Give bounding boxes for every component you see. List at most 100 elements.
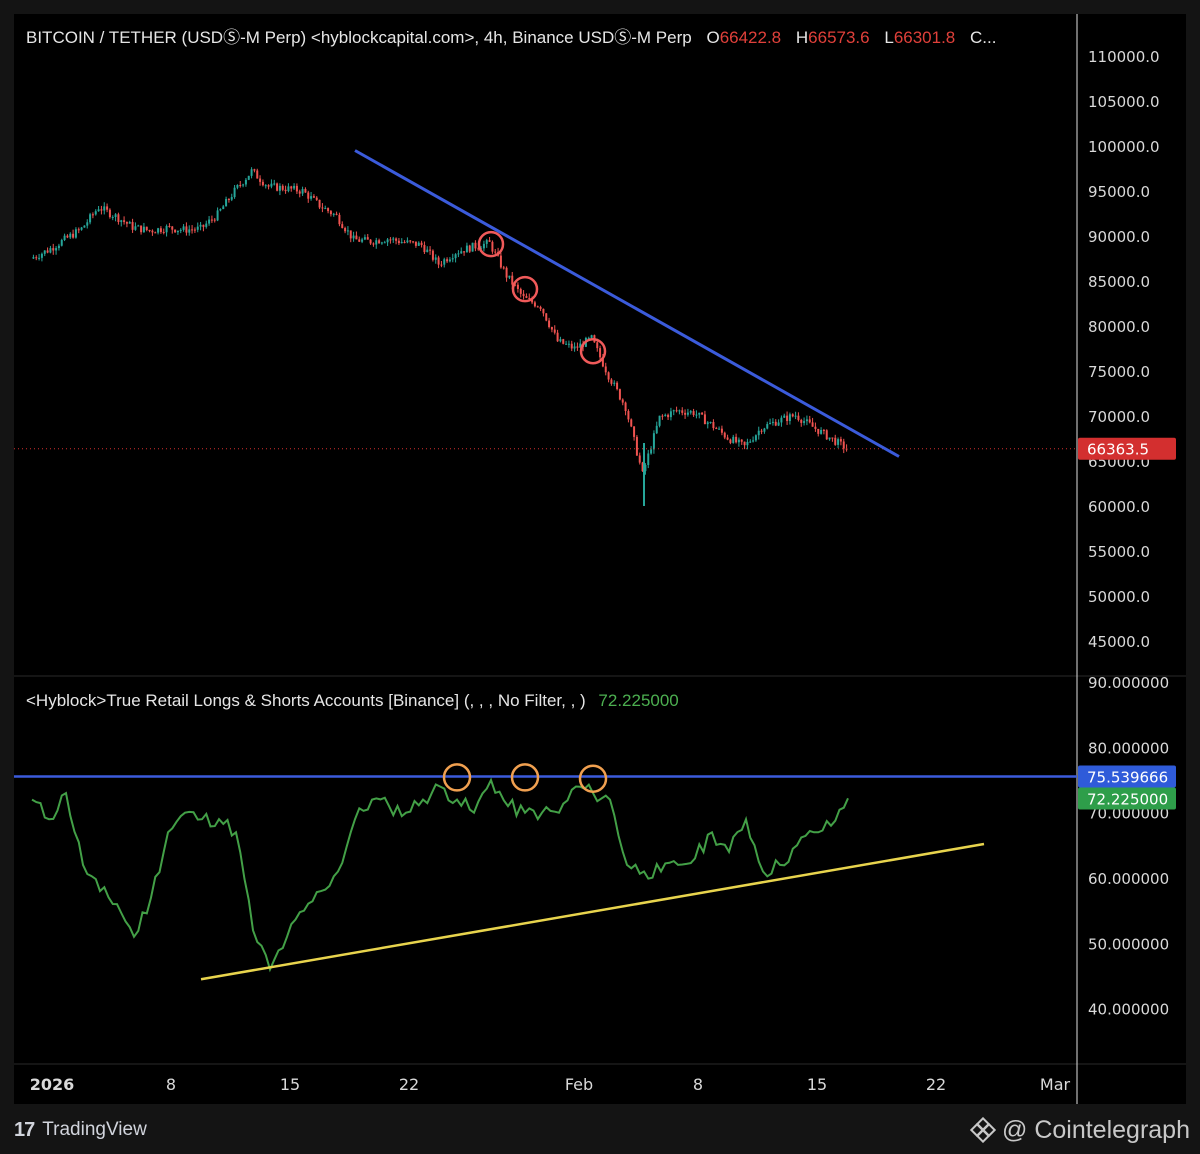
- candle-body: [729, 439, 732, 443]
- candle-body: [83, 225, 86, 228]
- candle-body: [324, 208, 327, 210]
- candle-body: [440, 264, 443, 266]
- candle-body: [822, 430, 825, 432]
- candle-body: [148, 230, 151, 232]
- candle-body: [641, 462, 644, 472]
- candle-body: [698, 412, 701, 415]
- time-axis: 2026 8 15 22 Feb 8 15 22 Mar: [30, 1075, 1071, 1094]
- candle-body: [494, 251, 497, 253]
- candle-body: [335, 213, 338, 215]
- last-price-marker: [1078, 437, 1176, 460]
- candle-body: [837, 439, 840, 445]
- candle-body: [471, 242, 474, 252]
- candle-body: [420, 242, 423, 246]
- candle-body: [380, 242, 383, 244]
- highlight-circle: [511, 275, 539, 303]
- candle-body: [227, 198, 230, 200]
- candle-body: [723, 432, 726, 438]
- price-tick-label: 85000.0: [1088, 273, 1150, 291]
- candle-body: [570, 343, 573, 349]
- high-label: H: [796, 28, 808, 47]
- candle-body: [327, 208, 330, 212]
- candle-body: [103, 206, 106, 211]
- candle-body: [715, 428, 718, 430]
- candle-body: [250, 169, 253, 176]
- indicator-legend: <Hyblock>True Retail Longs & Shorts Acco…: [26, 691, 679, 710]
- candle-body: [839, 439, 842, 442]
- candle-body: [72, 233, 75, 238]
- highlight-circle: [477, 230, 505, 258]
- price-tick-label: 105000.0: [1088, 93, 1160, 111]
- candle-body: [706, 422, 709, 425]
- candle-body: [448, 259, 451, 262]
- candle-body: [658, 415, 661, 426]
- candle-body: [550, 327, 553, 330]
- candle-body: [596, 342, 599, 349]
- candle-body: [397, 240, 400, 244]
- candle-body: [689, 411, 692, 413]
- candle-body: [46, 250, 49, 253]
- candle-body: [310, 196, 313, 199]
- candle-body: [842, 441, 845, 449]
- candle-body: [284, 189, 287, 192]
- candle-body: [667, 414, 670, 418]
- candle-body: [409, 240, 412, 242]
- candle-body: [191, 229, 194, 231]
- candle-body: [431, 250, 434, 260]
- candle-body: [499, 255, 502, 268]
- candle-body: [123, 220, 126, 222]
- candle-body: [803, 421, 806, 423]
- support-trendline: [200, 842, 985, 981]
- candle-body: [460, 251, 463, 254]
- candle-body: [650, 449, 653, 454]
- candle-body: [485, 240, 488, 244]
- candle-body: [562, 339, 565, 344]
- candle-body: [760, 430, 763, 432]
- low-value: 66301.8: [894, 28, 955, 47]
- candle-body: [134, 226, 137, 230]
- candle-body: [287, 186, 290, 192]
- highlight-circle: [578, 764, 608, 793]
- candle-body: [77, 229, 80, 231]
- candle-body: [154, 232, 157, 234]
- candle-body: [749, 441, 752, 443]
- price-tick-label: 100000.0: [1088, 138, 1160, 156]
- candle-body: [788, 414, 791, 422]
- candle-body: [766, 424, 769, 429]
- candle-body: [686, 412, 689, 415]
- candle-body: [244, 179, 247, 185]
- candle-body: [66, 235, 69, 238]
- candle-body: [525, 296, 528, 298]
- candle-body: [395, 238, 398, 241]
- candle-body: [352, 235, 355, 239]
- candle-body: [701, 412, 704, 415]
- candle-body: [769, 422, 772, 425]
- candle-body: [151, 230, 154, 233]
- price-tick-label: 80000.0: [1088, 318, 1150, 336]
- candle-body: [740, 439, 743, 442]
- time-tick-label: 15: [280, 1075, 300, 1094]
- candle-body: [355, 235, 358, 240]
- candle-body: [613, 382, 616, 384]
- candle-body: [307, 192, 310, 199]
- candle-body: [808, 419, 811, 423]
- candle-body: [69, 233, 72, 238]
- candle-body: [318, 199, 321, 208]
- candle-body: [417, 242, 420, 246]
- candle-body: [403, 242, 406, 244]
- candle-body: [304, 189, 307, 193]
- candle-body: [247, 175, 250, 180]
- chart-background: [14, 14, 1186, 1104]
- candle-body: [290, 186, 293, 189]
- candle-body: [176, 230, 179, 233]
- candle-body: [267, 185, 270, 187]
- candle-body: [159, 228, 162, 232]
- price-tick-label: 45000.0: [1088, 633, 1150, 651]
- candle-body: [108, 209, 111, 218]
- candle-body: [652, 433, 655, 450]
- candle-body: [735, 436, 738, 443]
- candle-body: [253, 169, 256, 171]
- high-value: 66573.6: [808, 28, 869, 47]
- candle-body: [341, 224, 344, 229]
- candle-body: [49, 248, 52, 253]
